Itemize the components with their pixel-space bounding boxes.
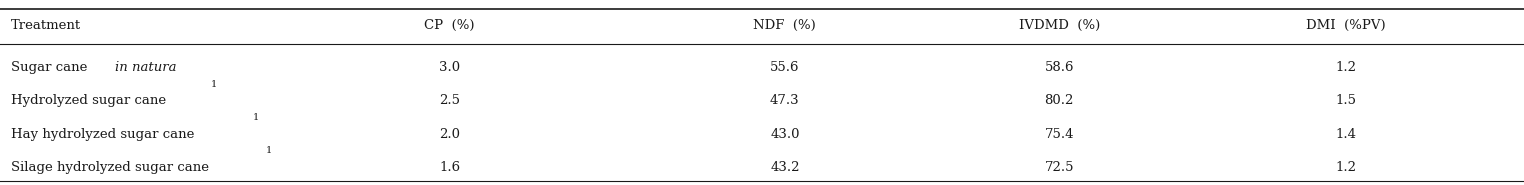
Text: 2.0: 2.0 xyxy=(439,128,460,141)
Text: 58.6: 58.6 xyxy=(1044,61,1074,74)
Text: 1: 1 xyxy=(210,80,216,89)
Text: 1.5: 1.5 xyxy=(1335,94,1356,107)
Text: NDF  (%): NDF (%) xyxy=(753,19,817,32)
Text: Silage hydrolyzed sugar cane: Silage hydrolyzed sugar cane xyxy=(11,161,209,174)
Text: 75.4: 75.4 xyxy=(1044,128,1074,141)
Text: 1.6: 1.6 xyxy=(439,161,460,174)
Text: 1.2: 1.2 xyxy=(1335,161,1356,174)
Text: 1: 1 xyxy=(267,146,273,155)
Text: Hay hydrolyzed sugar cane: Hay hydrolyzed sugar cane xyxy=(11,128,198,141)
Text: 43.2: 43.2 xyxy=(770,161,800,174)
Text: 55.6: 55.6 xyxy=(770,61,800,74)
Text: Hydrolyzed sugar cane: Hydrolyzed sugar cane xyxy=(11,94,166,107)
Text: 3.0: 3.0 xyxy=(439,61,460,74)
Text: CP  (%): CP (%) xyxy=(424,19,475,32)
Text: 1.4: 1.4 xyxy=(1335,128,1356,141)
Text: 1: 1 xyxy=(253,113,259,122)
Text: IVDMD  (%): IVDMD (%) xyxy=(1018,19,1100,32)
Text: 80.2: 80.2 xyxy=(1044,94,1074,107)
Text: in natura: in natura xyxy=(114,61,177,74)
Text: Treatment: Treatment xyxy=(11,19,81,32)
Text: Sugar cane: Sugar cane xyxy=(11,61,91,74)
Text: 2.5: 2.5 xyxy=(439,94,460,107)
Text: 43.0: 43.0 xyxy=(770,128,800,141)
Text: 47.3: 47.3 xyxy=(770,94,800,107)
Text: 72.5: 72.5 xyxy=(1044,161,1074,174)
Text: DMI  (%PV): DMI (%PV) xyxy=(1306,19,1385,32)
Text: 1.2: 1.2 xyxy=(1335,61,1356,74)
